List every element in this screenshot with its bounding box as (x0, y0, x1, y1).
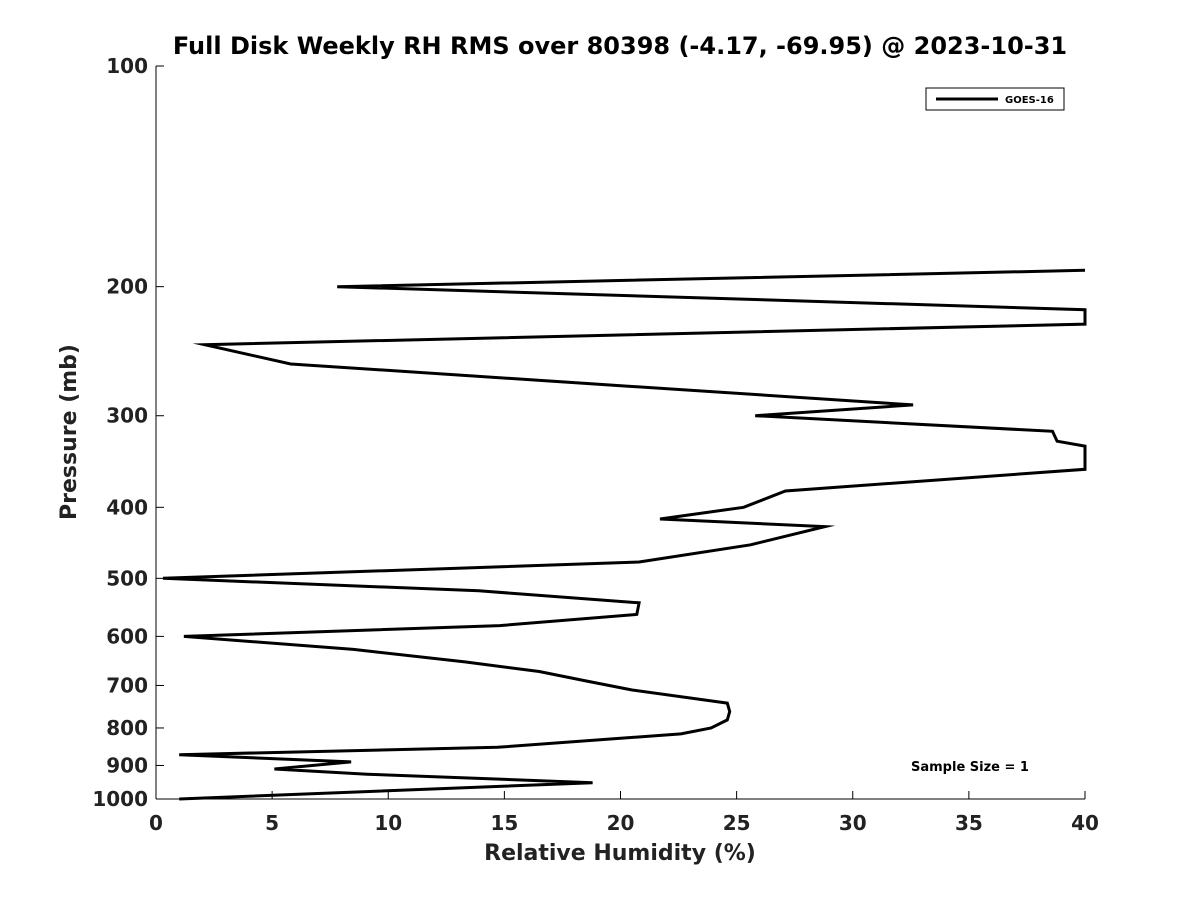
x-axis-ticks: 0 5 10 15 20 25 30 35 40 (149, 791, 1099, 835)
x-tick-label: 35 (955, 811, 983, 835)
y-tick-label: 400 (106, 495, 148, 519)
legend: GOES-16 (925, 87, 1065, 111)
y-tick-label: 900 (106, 753, 148, 777)
x-tick-label: 10 (374, 811, 402, 835)
y-axis-ticks: 100 200 300 400 500 600 700 800 900 1000 (92, 54, 164, 811)
y-tick-label: 1000 (92, 787, 148, 811)
x-tick-label: 5 (265, 811, 279, 835)
y-tick-label: 300 (106, 404, 148, 428)
x-tick-label: 30 (839, 811, 867, 835)
legend-label: GOES-16 (1005, 95, 1054, 106)
y-tick-label: 500 (106, 566, 148, 590)
chart-title: Full Disk Weekly RH RMS over 80398 (-4.1… (173, 32, 1067, 60)
x-tick-label: 25 (723, 811, 751, 835)
x-tick-label: 0 (149, 811, 163, 835)
y-tick-label: 800 (106, 716, 148, 740)
series-layer (162, 268, 1087, 801)
sample-size-note: Sample Size = 1 (911, 760, 1029, 775)
x-tick-label: 15 (490, 811, 518, 835)
y-tick-label: 600 (106, 624, 148, 648)
x-axis-label: Relative Humidity (%) (484, 841, 756, 866)
y-tick-label: 700 (106, 673, 148, 697)
x-tick-label: 40 (1071, 811, 1099, 835)
series-line-goes-16 (162, 268, 1087, 801)
x-tick-label: 20 (607, 811, 635, 835)
y-tick-label: 200 (106, 275, 148, 299)
y-axis-label: Pressure (mb) (57, 344, 82, 520)
y-tick-label: 100 (106, 54, 148, 78)
